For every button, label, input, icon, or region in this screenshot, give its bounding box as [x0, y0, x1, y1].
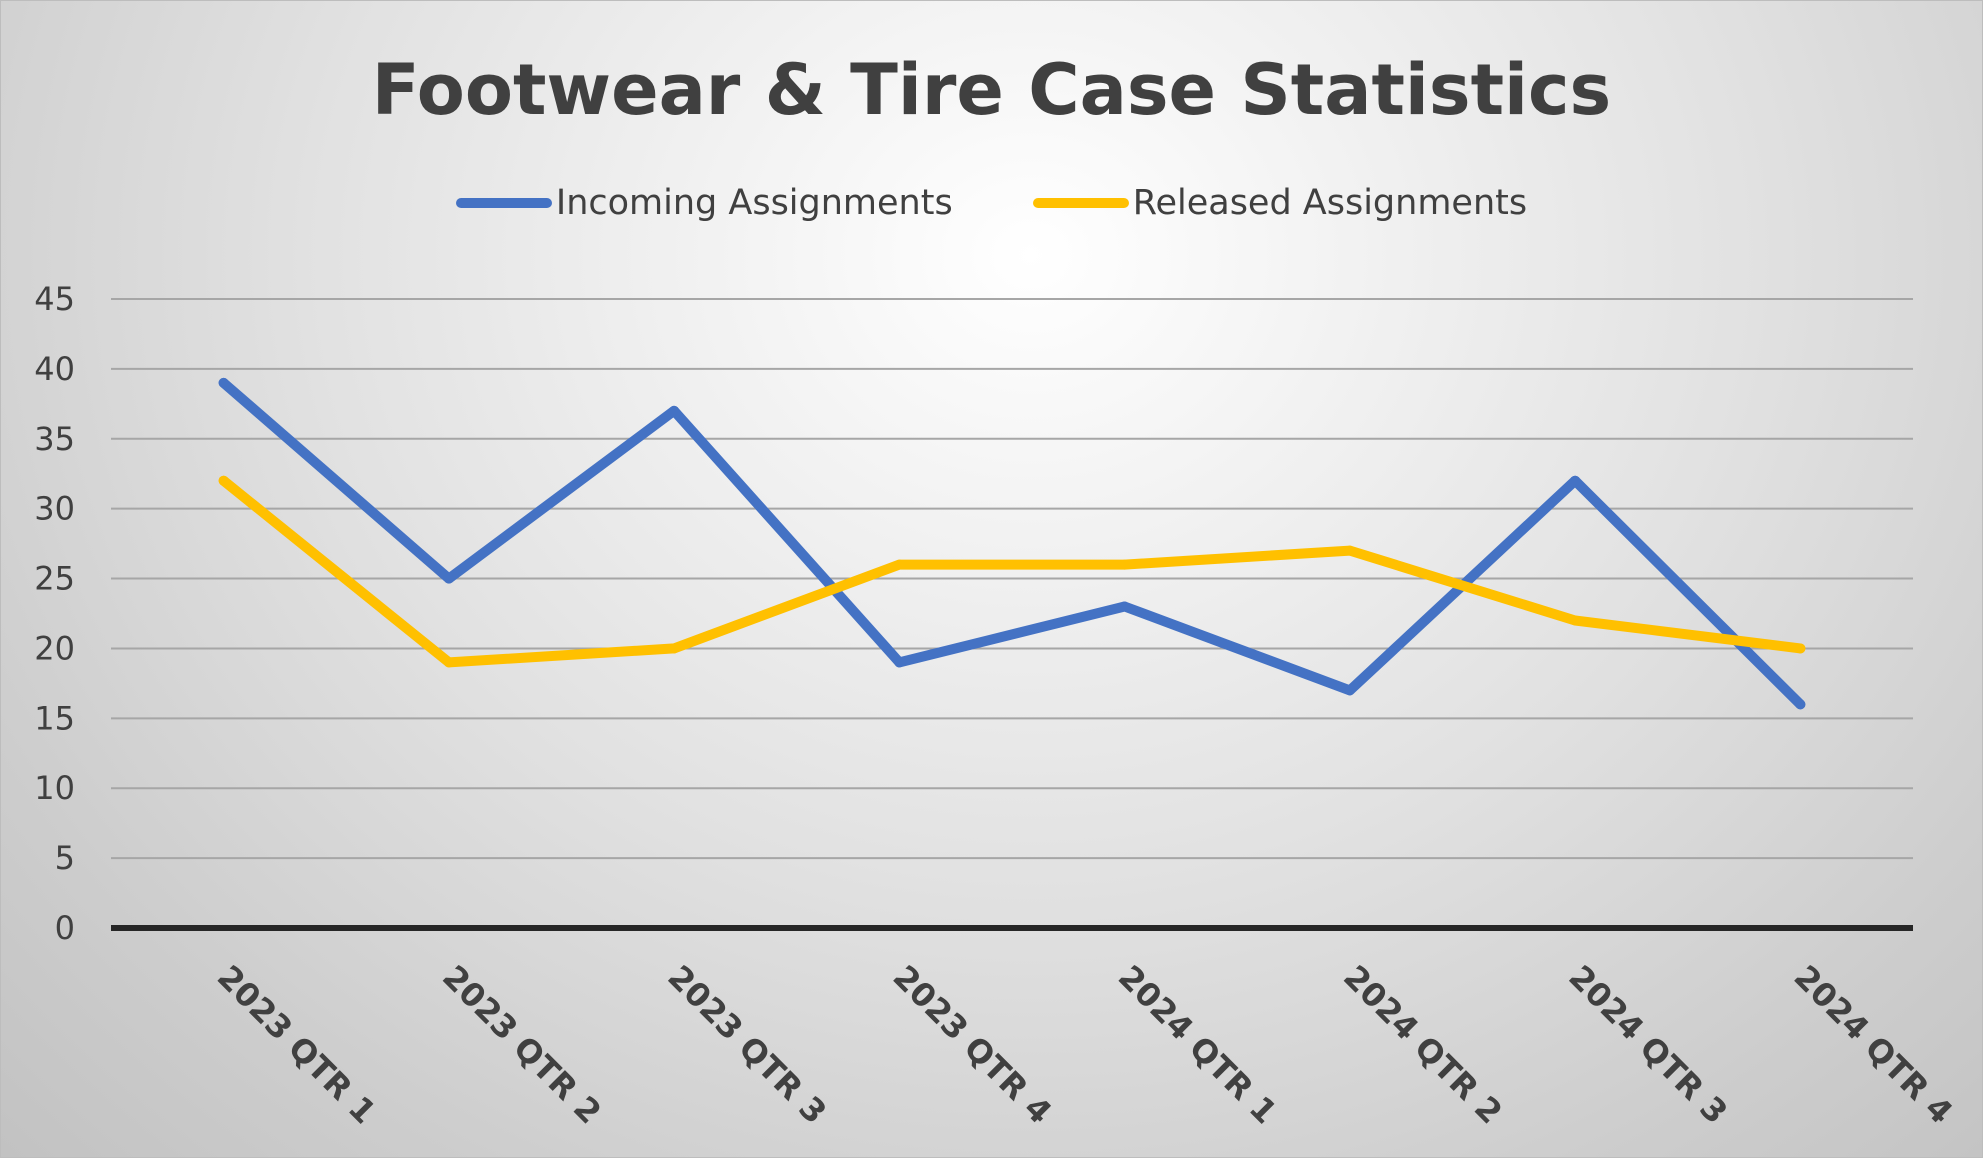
data-point-incoming [1795, 699, 1806, 710]
y-tick-label: 35 [34, 420, 75, 458]
data-point-incoming [443, 573, 454, 584]
legend-swatch-incoming [455, 198, 552, 208]
data-point-incoming [669, 405, 680, 416]
legend-label-released: Released Assignments [1132, 183, 1528, 223]
data-point-released [218, 475, 229, 486]
chart-title: Footwear & Tire Case Statistics [371, 49, 1612, 131]
x-tick-label: 2024 QTR 4 [1787, 958, 1960, 1131]
x-tick-label: 2023 QTR 3 [660, 958, 833, 1131]
data-point-released [1119, 559, 1130, 570]
y-tick-label: 45 [34, 280, 75, 318]
y-tick-label: 5 [55, 839, 75, 877]
x-tick-label: 2023 QTR 1 [210, 958, 383, 1131]
y-tick-label: 15 [34, 699, 75, 737]
data-point-released [669, 643, 680, 654]
data-point-released [1570, 615, 1581, 626]
data-point-incoming [894, 657, 905, 668]
y-tick-label: 40 [34, 350, 75, 388]
y-tick-label: 30 [34, 490, 75, 528]
legend-label-incoming: Incoming Assignments [555, 183, 953, 223]
x-tick-label: 2024 QTR 3 [1561, 958, 1734, 1131]
y-tick-label: 20 [34, 629, 75, 667]
data-point-released [1344, 545, 1355, 556]
data-point-incoming [1344, 685, 1355, 696]
data-point-released [443, 657, 454, 668]
x-tick-label: 2023 QTR 2 [435, 958, 608, 1131]
data-point-released [894, 559, 905, 570]
x-tick-label: 2024 QTR 2 [1336, 958, 1509, 1131]
data-point-incoming [1119, 601, 1130, 612]
y-tick-label: 10 [34, 769, 75, 807]
legend-item-incoming: Incoming Assignments [455, 183, 953, 223]
data-point-released [1795, 643, 1806, 654]
data-point-incoming [218, 377, 229, 388]
y-tick-label: 0 [55, 909, 75, 947]
y-tick-label: 25 [34, 560, 75, 598]
x-tick-label: 2024 QTR 1 [1111, 958, 1284, 1131]
legend-item-released: Released Assignments [1032, 183, 1528, 223]
legend: Incoming Assignments Released Assignment… [1, 183, 1982, 223]
data-point-incoming [1570, 475, 1581, 486]
series-line-incoming [218, 377, 1806, 710]
x-tick-label: 2023 QTR 4 [886, 958, 1059, 1131]
series-line-released [218, 475, 1806, 668]
legend-swatch-released [1032, 198, 1129, 208]
